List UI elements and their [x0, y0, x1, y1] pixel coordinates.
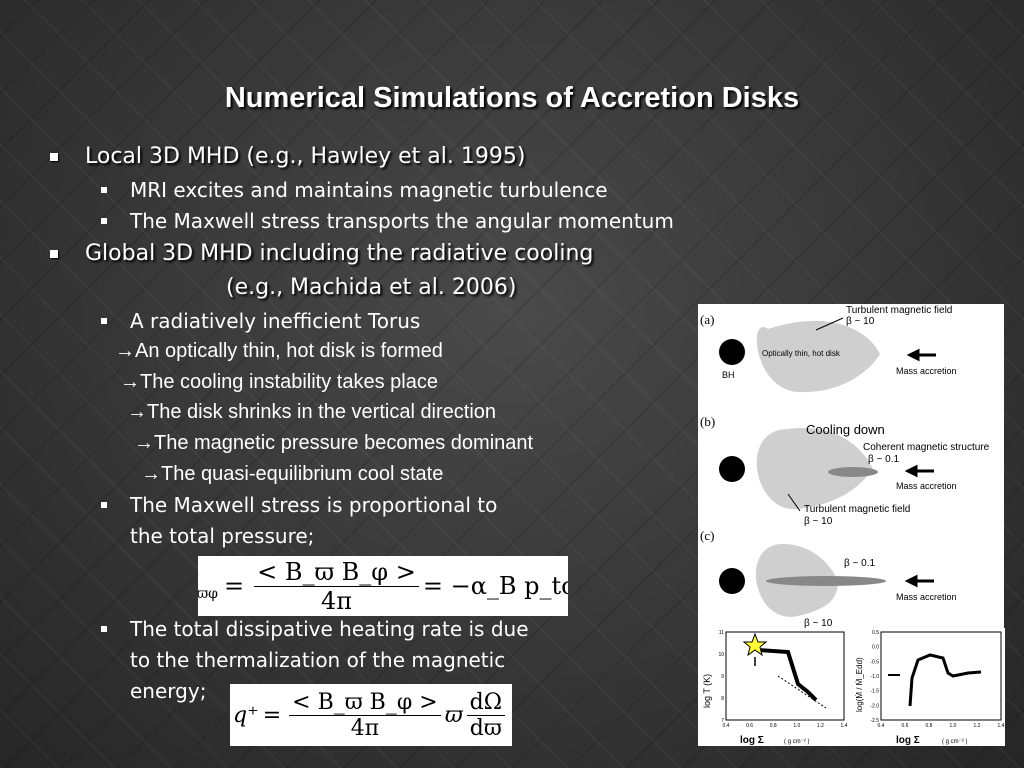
tick-label: 1.0 [950, 723, 957, 729]
data-curve [757, 648, 818, 702]
arrow-step: →The magnetic pressure becomes dominant [134, 432, 534, 454]
tick-label: 10 [718, 652, 724, 658]
eq-rhs: = −α_B p_tot [422, 572, 568, 600]
y-axis-label: log(Ṁ / Ṁ_Edd) [855, 657, 864, 712]
figure-plots: log T (K) 11 10 9 8 7 0.4 0.6 0.8 1.0 1.2 1.4 log… [698, 628, 1005, 746]
bullet-icon [101, 626, 107, 632]
svg-text:β ~ 10: β ~ 10 [846, 316, 875, 327]
panel-a: (a) BH Optically thin, hot disk Turbulen… [700, 305, 957, 393]
panel-b: (b) Cooling down Coherent magnetic struc… [700, 414, 990, 527]
data-curve [908, 653, 982, 707]
svg-text:Turbulent magnetic field: Turbulent magnetic field [846, 305, 952, 316]
slide-title: Numerical Simulations of Accretion Disks [224, 82, 800, 114]
x-axis-label: log Σ [740, 735, 764, 746]
black-hole-icon [719, 339, 745, 365]
eq-lhs: Tϖφ [198, 585, 218, 602]
tick-label: 0.0 [872, 645, 879, 651]
bullet-icon [50, 250, 58, 258]
eq-sign: = [223, 572, 245, 600]
black-hole-icon [719, 456, 745, 482]
panel-label: (c) [700, 528, 714, 543]
arrow-step: →The disk shrinks in the vertical direct… [127, 401, 497, 423]
tick-label: 0.4 [878, 723, 885, 729]
tick-label: -1.0 [870, 674, 879, 680]
eq-sign: = [262, 702, 282, 728]
y-axis-label: log T (K) [702, 674, 712, 708]
sub-bullet: The Maxwell stress transports the angula… [130, 209, 674, 233]
tick-label: 0.6 [746, 723, 753, 729]
black-hole-icon [719, 568, 745, 594]
svg-text:Cooling down: Cooling down [806, 422, 885, 437]
sub-bullet: MRI excites and maintains magnetic turbu… [130, 178, 608, 202]
eq-lhs: q⁺ [233, 702, 259, 728]
eq-fraction: < B_ϖ B_φ >4π [254, 558, 419, 615]
bullet-icon [101, 187, 107, 193]
tick-label: 9 [721, 674, 724, 680]
figure-schematic: (a) BH Optically thin, hot disk Turbulen… [698, 304, 1004, 629]
arrow-icon [904, 574, 934, 588]
plot-log-mdot: log(Ṁ / Ṁ_Edd) 0.5 0.0 -0.5 -1.0 -1.5 -2.0 -2.… [855, 630, 1005, 746]
sub-bullet: A radiatively inefficient Torus [130, 309, 421, 333]
svg-text:β ~ 10: β ~ 10 [804, 516, 833, 527]
arrow-step: →The quasi-equilibrium cool state [141, 463, 444, 485]
panel-c: (c) β ~ 0.1 Mass accretion β ~ 10 [700, 528, 957, 629]
svg-text:Turbulent magnetic field: Turbulent magnetic field [804, 504, 910, 515]
eq-fraction: < B_ϖ B_φ >4π [289, 690, 441, 741]
star-icon [742, 632, 768, 657]
equation-heating-rate: q⁺ = < B_ϖ B_φ >4π ϖ dΩ dϖ [230, 684, 512, 746]
x-axis-label: log Σ [896, 735, 920, 746]
bh-label: BH [722, 370, 735, 380]
svg-text:Coherent magnetic structure: Coherent magnetic structure [863, 442, 990, 453]
arrow-icon [906, 348, 936, 362]
eq-fraction-2: dΩ dϖ [466, 690, 505, 741]
tick-label: 0.4 [723, 723, 730, 729]
tick-label: 0.8 [770, 723, 777, 729]
bullet-icon [50, 153, 58, 161]
svg-text:Mass accretion: Mass accretion [896, 481, 957, 491]
bullet-icon [101, 318, 107, 324]
bullet-global-mhd: Global 3D MHD including the radiative co… [85, 241, 594, 266]
bullet-global-mhd-ref: (e.g., Machida et al. 2006) [226, 275, 517, 300]
tick-label: 1.2 [974, 723, 981, 729]
tick-label: 0.8 [926, 723, 933, 729]
bullet-local-mhd: Local 3D MHD (e.g., Hawley et al. 1995) [85, 144, 526, 169]
panel-label: (a) [700, 312, 714, 327]
tick-label: -0.5 [870, 659, 879, 665]
plot-log-t: log T (K) 11 10 9 8 7 0.4 0.6 0.8 1.0 1.2 1.4 log… [702, 630, 848, 746]
svg-text:β ~ 0.1: β ~ 0.1 [868, 454, 899, 465]
svg-text:Mass accretion: Mass accretion [896, 592, 957, 602]
bullet-icon [101, 502, 107, 508]
arrow-step: →The cooling instability takes place [120, 371, 438, 393]
sub-bullet: The Maxwell stress is proportional to [130, 493, 498, 517]
arrow-step: →An optically thin, hot disk is formed [115, 340, 443, 362]
tick-label: -1.5 [870, 689, 879, 695]
tick-label: 0.5 [872, 630, 879, 636]
x-axis-unit: ( g cm⁻² ) [942, 739, 968, 745]
tick-label: -2.0 [870, 703, 879, 709]
svg-text:β ~ 0.1: β ~ 0.1 [844, 558, 875, 569]
tick-label: 1.4 [841, 723, 848, 729]
x-axis-unit: ( g cm⁻² ) [784, 739, 810, 745]
sub-bullet-cont: the total pressure; [130, 524, 315, 548]
tick-label: 11 [719, 630, 724, 636]
tick-label: 1.4 [998, 723, 1005, 729]
tick-label: 1.2 [817, 723, 824, 729]
tick-label: 0.6 [902, 723, 909, 729]
eq-varpi: ϖ [444, 702, 463, 728]
tick-label: 1.0 [793, 723, 800, 729]
arrow-icon [904, 464, 934, 478]
equation-maxwell-stress: Tϖφ = < B_ϖ B_φ >4π = −α_B p_tot [198, 556, 568, 616]
svg-text:β ~ 10: β ~ 10 [804, 618, 833, 628]
tick-label: 7 [721, 718, 724, 724]
sub-bullet-cont: to the thermalization of the magnetic [130, 648, 506, 672]
disk-shape [756, 320, 880, 393]
bullet-icon [101, 218, 107, 224]
sub-bullet-cont: energy; [130, 679, 207, 703]
tick-label: 8 [721, 696, 724, 702]
svg-text:Mass accretion: Mass accretion [896, 366, 957, 376]
tick-label: -2.5 [870, 718, 879, 724]
panel-label: (b) [700, 414, 715, 429]
sub-bullet: The total dissipative heating rate is du… [130, 617, 529, 641]
svg-text:Optically thin, hot disk: Optically thin, hot disk [762, 349, 841, 358]
